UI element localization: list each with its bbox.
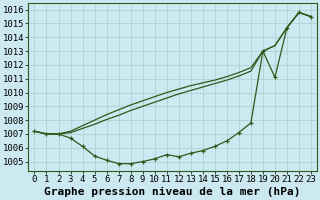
X-axis label: Graphe pression niveau de la mer (hPa): Graphe pression niveau de la mer (hPa) [44, 187, 301, 197]
